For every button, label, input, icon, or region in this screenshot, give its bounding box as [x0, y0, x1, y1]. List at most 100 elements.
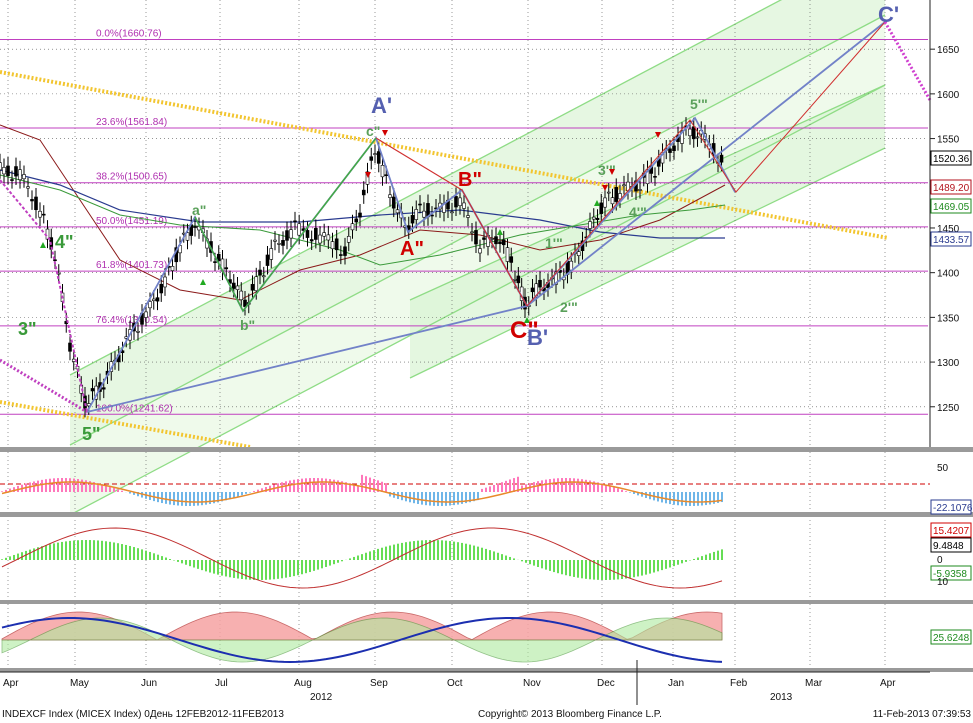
panel2-tag-label: 15.4207 [933, 526, 970, 537]
wave-label: A' [371, 93, 392, 118]
candle-body [326, 234, 331, 241]
footer-copyright: Copyright© 2013 Bloomberg Finance L.P. [478, 709, 662, 720]
candle-body [538, 279, 542, 288]
candle-body [68, 342, 72, 352]
ma-long-red [0, 124, 726, 301]
candle-body [6, 165, 10, 176]
candle-body [148, 301, 152, 309]
wave-magenta-down [0, 179, 88, 413]
buy-marker [40, 242, 46, 248]
candle-body [719, 154, 724, 163]
candle-body [170, 266, 175, 271]
candle-body [361, 189, 366, 196]
axis-tick-label: 1450 [937, 224, 960, 235]
month-tick-label: Nov [523, 678, 541, 689]
candle-body [376, 151, 381, 164]
panel2-tag-box [930, 522, 972, 538]
candle-body [305, 230, 310, 238]
fib-label: 50.0%(1451.19) [96, 216, 167, 227]
ma-green [0, 174, 726, 266]
candle-body [501, 239, 506, 246]
channel-line [69, 14, 886, 446]
oscillator-3: 25.6248 [1, 611, 972, 663]
wave-label: C" [510, 317, 539, 344]
candle-body [614, 187, 619, 202]
panel-separator [0, 668, 973, 672]
micex-technical-chart[interactable]: 0.0%(1660.76) 23.6%(1561.84) 38.2%(1500.65… [0, 0, 973, 706]
candle-body [343, 246, 347, 256]
candle-body [101, 387, 106, 390]
candle-body [281, 240, 285, 246]
wave-label: 5" [82, 424, 101, 444]
candle-body [498, 241, 502, 245]
candle-body [691, 126, 696, 140]
axis-tick-label: 1650 [937, 45, 960, 56]
axis-tick-label: 1300 [937, 358, 960, 369]
candle-body [373, 153, 377, 155]
candle-body [339, 254, 343, 256]
wave-label: a" [192, 202, 206, 218]
candle-body [22, 174, 26, 180]
yellow-trendlines [0, 70, 889, 449]
month-tick-label: Jun [141, 678, 157, 689]
value-tag-box [930, 231, 972, 247]
candle-body [285, 230, 289, 241]
buy-marker [497, 229, 503, 235]
candle-body [599, 202, 604, 214]
axis-tick-label: 1550 [937, 135, 960, 146]
candle-body [569, 260, 574, 271]
axis-tick-label: 1350 [937, 313, 960, 324]
candle-body [155, 297, 160, 302]
wave-green-abc [194, 137, 377, 313]
candle-body [261, 275, 266, 278]
trendline-upper [0, 70, 889, 240]
candle-body [239, 290, 244, 301]
candle-body [269, 248, 274, 260]
candle-body [243, 299, 247, 307]
candle-body [265, 254, 270, 266]
time-axis: Apr May Jun Jul Aug Sep Oct Nov Dec Jan Feb Mar Apr 2… [0, 660, 930, 705]
month-tick-label: Oct [447, 678, 463, 689]
candle-body [159, 283, 164, 294]
candle-body [26, 186, 30, 189]
panel-separator [0, 600, 973, 604]
axis-tick-label: 1250 [937, 403, 960, 414]
candle-body [414, 209, 419, 220]
candle-body [450, 211, 454, 214]
candle-body [668, 148, 672, 153]
axis-tick-label: 1600 [937, 90, 960, 101]
sell-marker [382, 130, 388, 136]
panel1-signal-line [1, 481, 723, 503]
signal-markers [40, 130, 661, 323]
sell-marker [655, 132, 661, 138]
candle-body [554, 271, 558, 285]
candle-body [653, 175, 657, 178]
value-tag-label: 1489.20 [933, 183, 970, 194]
buy-marker [524, 317, 530, 323]
candle-body [490, 238, 494, 240]
value-tag-box [930, 179, 972, 195]
candle-body [595, 217, 600, 220]
candle-body [289, 229, 293, 239]
candle-body [576, 251, 581, 256]
wave-label: b" [240, 317, 255, 333]
wave-label: C' [878, 2, 899, 27]
candle-body [216, 253, 221, 262]
candle-body [2, 167, 6, 175]
month-tick-label: Jan [668, 678, 684, 689]
fib-label: 76.4%(1340.54) [96, 315, 167, 326]
sell-marker [602, 185, 608, 191]
candle-body [213, 261, 217, 263]
candle-body [482, 237, 486, 240]
sell-marker [365, 172, 371, 178]
month-tick-label: Dec [597, 678, 615, 689]
panel-separators [0, 447, 973, 672]
candle-body [462, 202, 466, 209]
panel-separator [0, 447, 973, 452]
candle-body [606, 191, 611, 194]
panel1-tag-box [930, 499, 972, 515]
panel1-tag-label: -22.1076 [933, 503, 973, 514]
year-label: 2012 [310, 692, 333, 703]
candle-body [318, 234, 322, 244]
